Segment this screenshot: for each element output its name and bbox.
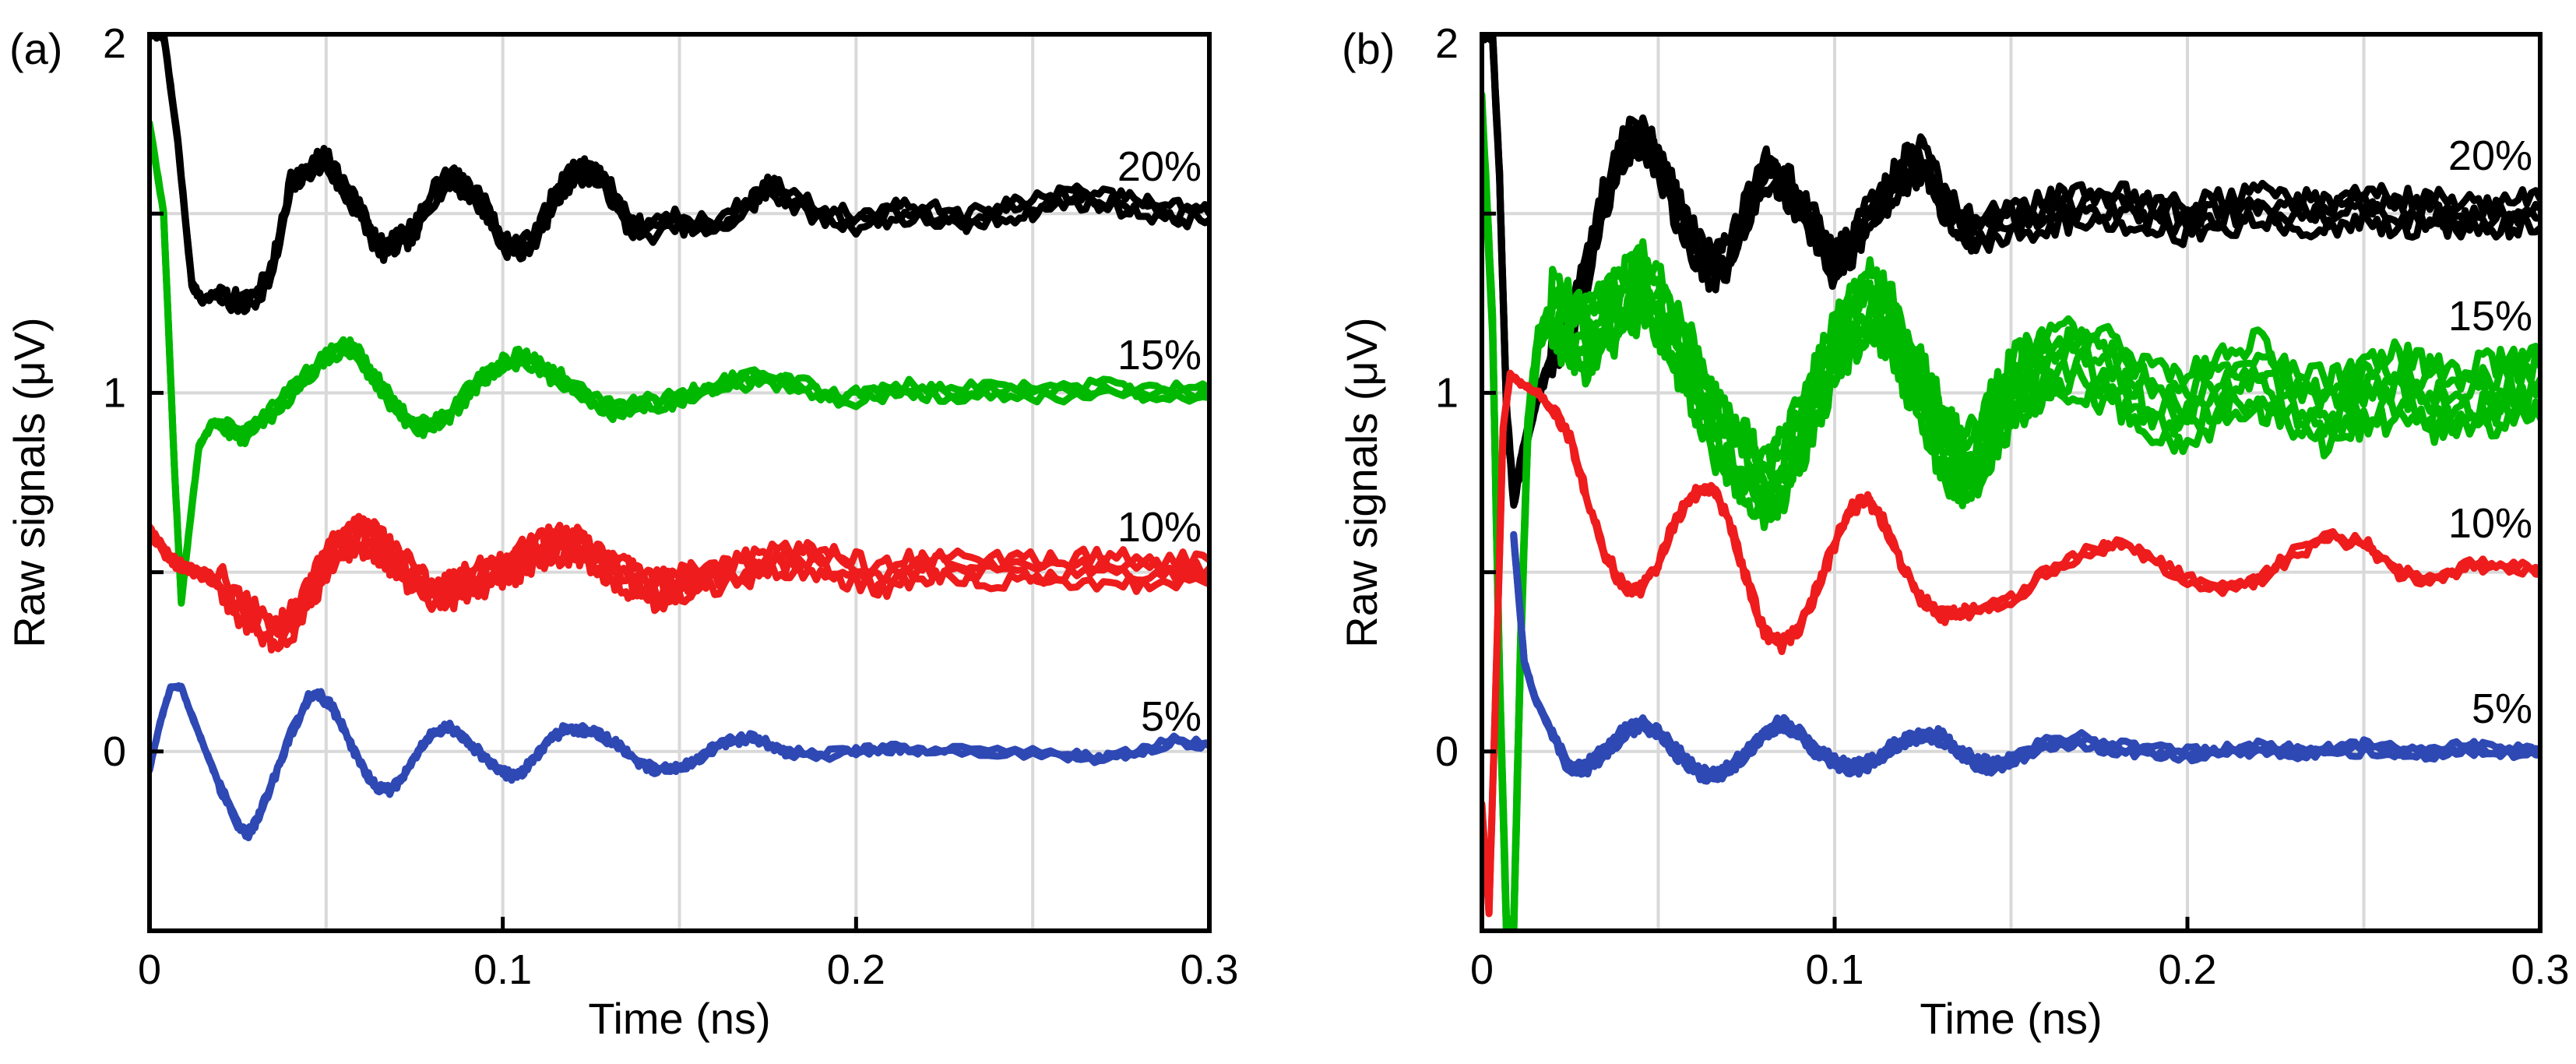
y-tick-label: 1 — [1435, 369, 1459, 416]
plot-frame-a — [147, 32, 1212, 933]
x-tick-label: 0 — [138, 946, 161, 993]
y-tick-labels-b: 0 1 2 — [1435, 20, 1459, 775]
series-labels-b: 20% 15% 10% 5% — [2448, 132, 2532, 732]
traces-b — [1482, 34, 2540, 931]
x-tick-labels-a: 0 0.1 0.2 0.3 — [138, 946, 1239, 993]
traces-a — [150, 34, 1209, 841]
series-line — [150, 119, 1209, 604]
series-label: 10% — [1117, 504, 1202, 551]
ticks-b — [1480, 32, 2543, 933]
y-tick-label: 0 — [103, 728, 126, 775]
series-label: 20% — [1117, 143, 1202, 190]
series-label: 10% — [2448, 500, 2532, 547]
series-label: 20% — [2448, 132, 2532, 179]
x-axis-title-a: Time (ns) — [588, 994, 770, 1043]
series-line — [1482, 91, 2540, 928]
series-line — [150, 122, 1209, 607]
ticks-a — [147, 32, 1212, 933]
panel-label-b: (b) — [1342, 24, 1395, 73]
x-tick-labels-b: 0 0.1 0.2 0.3 — [1470, 946, 2570, 993]
y-tick-label: 0 — [1435, 728, 1459, 775]
x-axis-title-b: Time (ns) — [1920, 994, 2102, 1043]
y-axis-title-b: Raw signals (μV) — [1337, 317, 1386, 647]
series-line — [1482, 369, 2540, 918]
y-axis-title-a: Raw signals (μV) — [5, 317, 54, 647]
y-tick-label: 2 — [1435, 20, 1459, 67]
series-line — [150, 34, 1209, 306]
panel-b: 0 0.1 0.2 0.3 0 1 2 Time (ns) Raw signal… — [1337, 20, 2570, 1043]
x-tick-label: 0.1 — [1805, 946, 1863, 993]
x-tick-label: 0 — [1470, 946, 1494, 993]
x-tick-label: 0.2 — [827, 946, 885, 993]
plot-frame-b — [1480, 32, 2543, 933]
grid-b — [1482, 34, 2540, 931]
y-tick-labels-a: 0 1 2 — [103, 20, 126, 775]
series-label: 5% — [2472, 685, 2532, 732]
panel-label-a: (a) — [9, 24, 62, 73]
series-label: 15% — [1117, 332, 1202, 379]
series-labels-a: 20% 15% 10% 5% — [1117, 143, 1202, 740]
series-line — [150, 513, 1209, 632]
series-line — [150, 682, 1209, 837]
x-tick-label: 0.1 — [473, 946, 532, 993]
y-tick-label: 2 — [103, 20, 126, 67]
series-line — [1510, 530, 2540, 779]
x-tick-label: 0.2 — [2158, 946, 2216, 993]
y-tick-label: 1 — [103, 369, 126, 416]
panel-a: 0 0.1 0.2 0.3 0 1 2 Time (ns) Raw signal… — [5, 20, 1239, 1043]
series-label: 15% — [2448, 293, 2532, 340]
x-tick-label: 0.3 — [1180, 946, 1238, 993]
x-tick-label: 0.3 — [2511, 946, 2569, 993]
series-label: 5% — [1141, 693, 1202, 740]
